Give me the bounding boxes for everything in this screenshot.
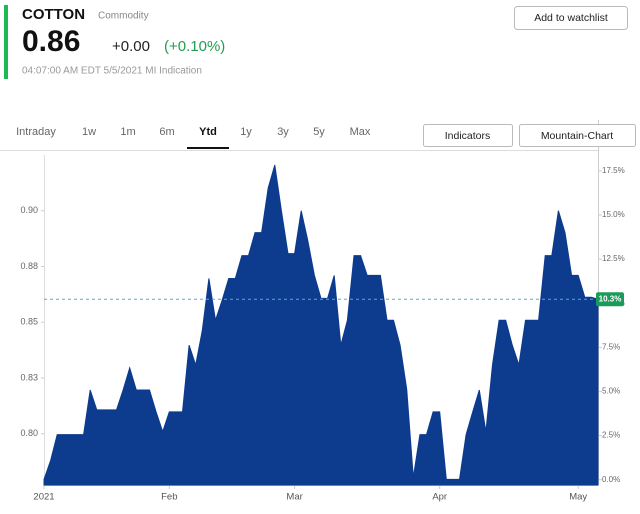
tab[interactable]: 3y — [277, 126, 289, 138]
y-tick-label: 0.83 — [20, 372, 38, 382]
tab[interactable]: 1m — [120, 126, 135, 138]
x-tick-label: 2021 — [33, 492, 54, 503]
last-value-tag — [596, 292, 624, 307]
price: 0.86 — [22, 25, 80, 58]
toolbar-button[interactable] — [519, 124, 636, 147]
y2-tick-label: 15.0% — [602, 210, 625, 219]
tab[interactable]: 5y — [313, 126, 325, 138]
y2-tick-label: 0.0% — [602, 475, 620, 484]
watchlist-label: Add to watchlist — [534, 12, 608, 24]
y-tick-label: 0.80 — [20, 428, 38, 438]
y-tick-label: 0.85 — [20, 317, 38, 327]
y2-tick-label: 7.5% — [602, 342, 620, 351]
timestamp: 04:07:00 AM EDT 5/5/2021 MI Indication — [22, 66, 202, 77]
toolbar-button-label: Mountain-Chart — [541, 130, 613, 142]
accent-bar — [4, 5, 8, 79]
tab[interactable]: 1y — [240, 126, 252, 138]
symbol: COTTON — [22, 6, 85, 23]
x-tick-label: Feb — [161, 492, 177, 503]
x-tick-label: Mar — [286, 492, 302, 503]
tab[interactable]: Max — [350, 126, 371, 138]
y2-tick-label: 5.0% — [602, 387, 620, 396]
tab[interactable]: 1w — [82, 126, 96, 138]
toolbar-button[interactable] — [423, 124, 513, 147]
tab[interactable]: Intraday — [16, 126, 56, 138]
y2-tick-label: 17.5% — [602, 166, 625, 175]
tab-underline — [187, 147, 229, 149]
x-tick-label: May — [569, 492, 587, 503]
y-tick-label: 0.88 — [20, 261, 38, 271]
change-pct: (+0.10%) — [164, 38, 225, 55]
last-value-label: 10.3% — [599, 294, 622, 303]
tab[interactable]: Ytd — [199, 126, 217, 138]
change: +0.00 — [112, 38, 150, 55]
y2-tick-label: 12.5% — [602, 254, 625, 263]
x-tick-label: Apr — [432, 492, 447, 503]
y2-tick-label: 2.5% — [602, 431, 620, 440]
tab[interactable]: 6m — [159, 126, 174, 138]
watchlist-button[interactable] — [514, 6, 628, 30]
area — [43, 164, 599, 486]
asset-type: Commodity — [98, 11, 149, 22]
toolbar-button-label: Indicators — [445, 130, 491, 142]
y-tick-label: 0.90 — [20, 205, 38, 215]
